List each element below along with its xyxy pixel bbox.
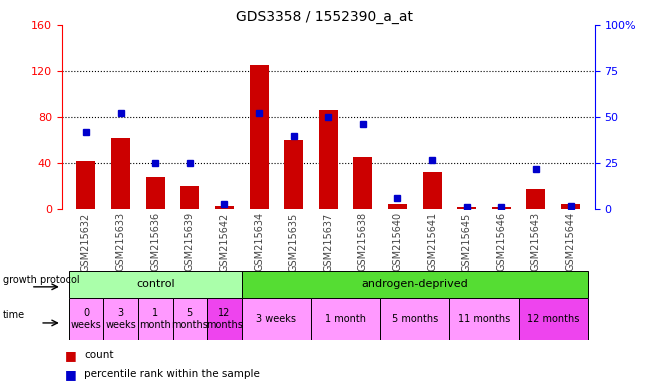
Text: GSM215635: GSM215635 (289, 212, 298, 271)
Text: count: count (84, 350, 114, 360)
Bar (111, 138, 130, 209)
Bar (250, 65, 268, 209)
Text: GSM215633: GSM215633 (116, 212, 125, 271)
Bar (172, 298, 207, 340)
Bar (103, 298, 138, 340)
Bar (284, 140, 303, 209)
Text: growth protocol: growth protocol (3, 275, 80, 285)
Bar (457, 207, 476, 209)
Text: GSM215636: GSM215636 (150, 212, 160, 271)
Bar (318, 110, 338, 209)
Text: GSM215640: GSM215640 (393, 212, 402, 271)
Text: 1
month: 1 month (139, 308, 171, 329)
Bar (207, 298, 242, 340)
Text: GSM215644: GSM215644 (566, 212, 575, 271)
Bar (422, 172, 441, 209)
Text: control: control (136, 279, 174, 289)
Text: 11 months: 11 months (458, 314, 510, 324)
Bar (215, 206, 234, 209)
Bar (146, 177, 164, 209)
Bar (242, 271, 588, 298)
Text: GSM215638: GSM215638 (358, 212, 368, 271)
Bar (242, 298, 311, 340)
Text: GSM215641: GSM215641 (427, 212, 437, 271)
Bar (526, 189, 545, 209)
Text: 0
weeks: 0 weeks (71, 308, 101, 329)
Bar (380, 298, 449, 340)
Bar (354, 157, 372, 209)
Text: GSM215637: GSM215637 (323, 212, 333, 271)
Text: ■: ■ (65, 349, 77, 362)
Bar (388, 204, 407, 209)
Text: 5 months: 5 months (392, 314, 438, 324)
Text: GSM215639: GSM215639 (185, 212, 195, 271)
Text: GSM215642: GSM215642 (220, 212, 229, 271)
Text: 3
weeks: 3 weeks (105, 308, 136, 329)
Text: GSM215634: GSM215634 (254, 212, 264, 271)
Bar (492, 207, 511, 209)
Text: ■: ■ (65, 368, 77, 381)
Bar (180, 186, 200, 209)
Text: 3 weeks: 3 weeks (256, 314, 296, 324)
Text: GDS3358 / 1552390_a_at: GDS3358 / 1552390_a_at (237, 10, 413, 23)
Text: time: time (3, 310, 25, 320)
Bar (561, 204, 580, 209)
Text: GSM215643: GSM215643 (531, 212, 541, 271)
Text: 5
months: 5 months (172, 308, 208, 329)
Text: GSM215645: GSM215645 (462, 212, 472, 271)
Text: GSM215646: GSM215646 (497, 212, 506, 271)
Bar (69, 298, 103, 340)
Bar (138, 298, 172, 340)
Bar (449, 298, 519, 340)
Text: percentile rank within the sample: percentile rank within the sample (84, 369, 261, 379)
Text: GSM215632: GSM215632 (81, 212, 91, 271)
Bar (69, 271, 242, 298)
Bar (311, 298, 380, 340)
Bar (519, 298, 588, 340)
Text: androgen-deprived: androgen-deprived (361, 279, 468, 289)
Text: 12
months: 12 months (206, 308, 243, 329)
Text: 1 month: 1 month (325, 314, 366, 324)
Text: 12 months: 12 months (527, 314, 579, 324)
Bar (77, 161, 96, 209)
